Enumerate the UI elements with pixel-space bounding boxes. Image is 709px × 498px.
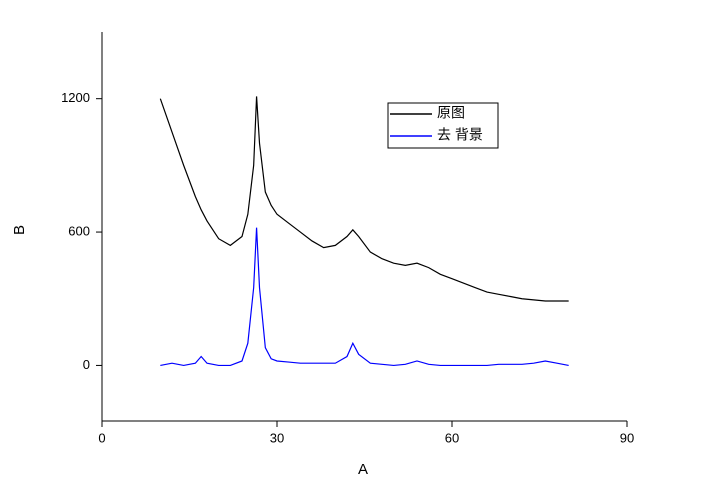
- x-tick-label: 60: [445, 430, 459, 445]
- series-line: [159, 96, 569, 302]
- x-axis-label: A: [358, 461, 368, 478]
- y-tick-label: 1200: [61, 90, 90, 105]
- series-line: [160, 227, 569, 367]
- x-tick-label: 30: [270, 430, 284, 445]
- legend-label: 原图: [437, 105, 465, 121]
- x-tick-label: 90: [620, 430, 634, 445]
- y-tick-label: 600: [68, 223, 90, 238]
- y-axis-label: B: [11, 225, 28, 235]
- y-tick-label: 0: [83, 357, 90, 372]
- x-tick-label: 0: [98, 430, 105, 445]
- legend-box: [387, 102, 499, 149]
- legend-label: 去 背景: [437, 127, 483, 143]
